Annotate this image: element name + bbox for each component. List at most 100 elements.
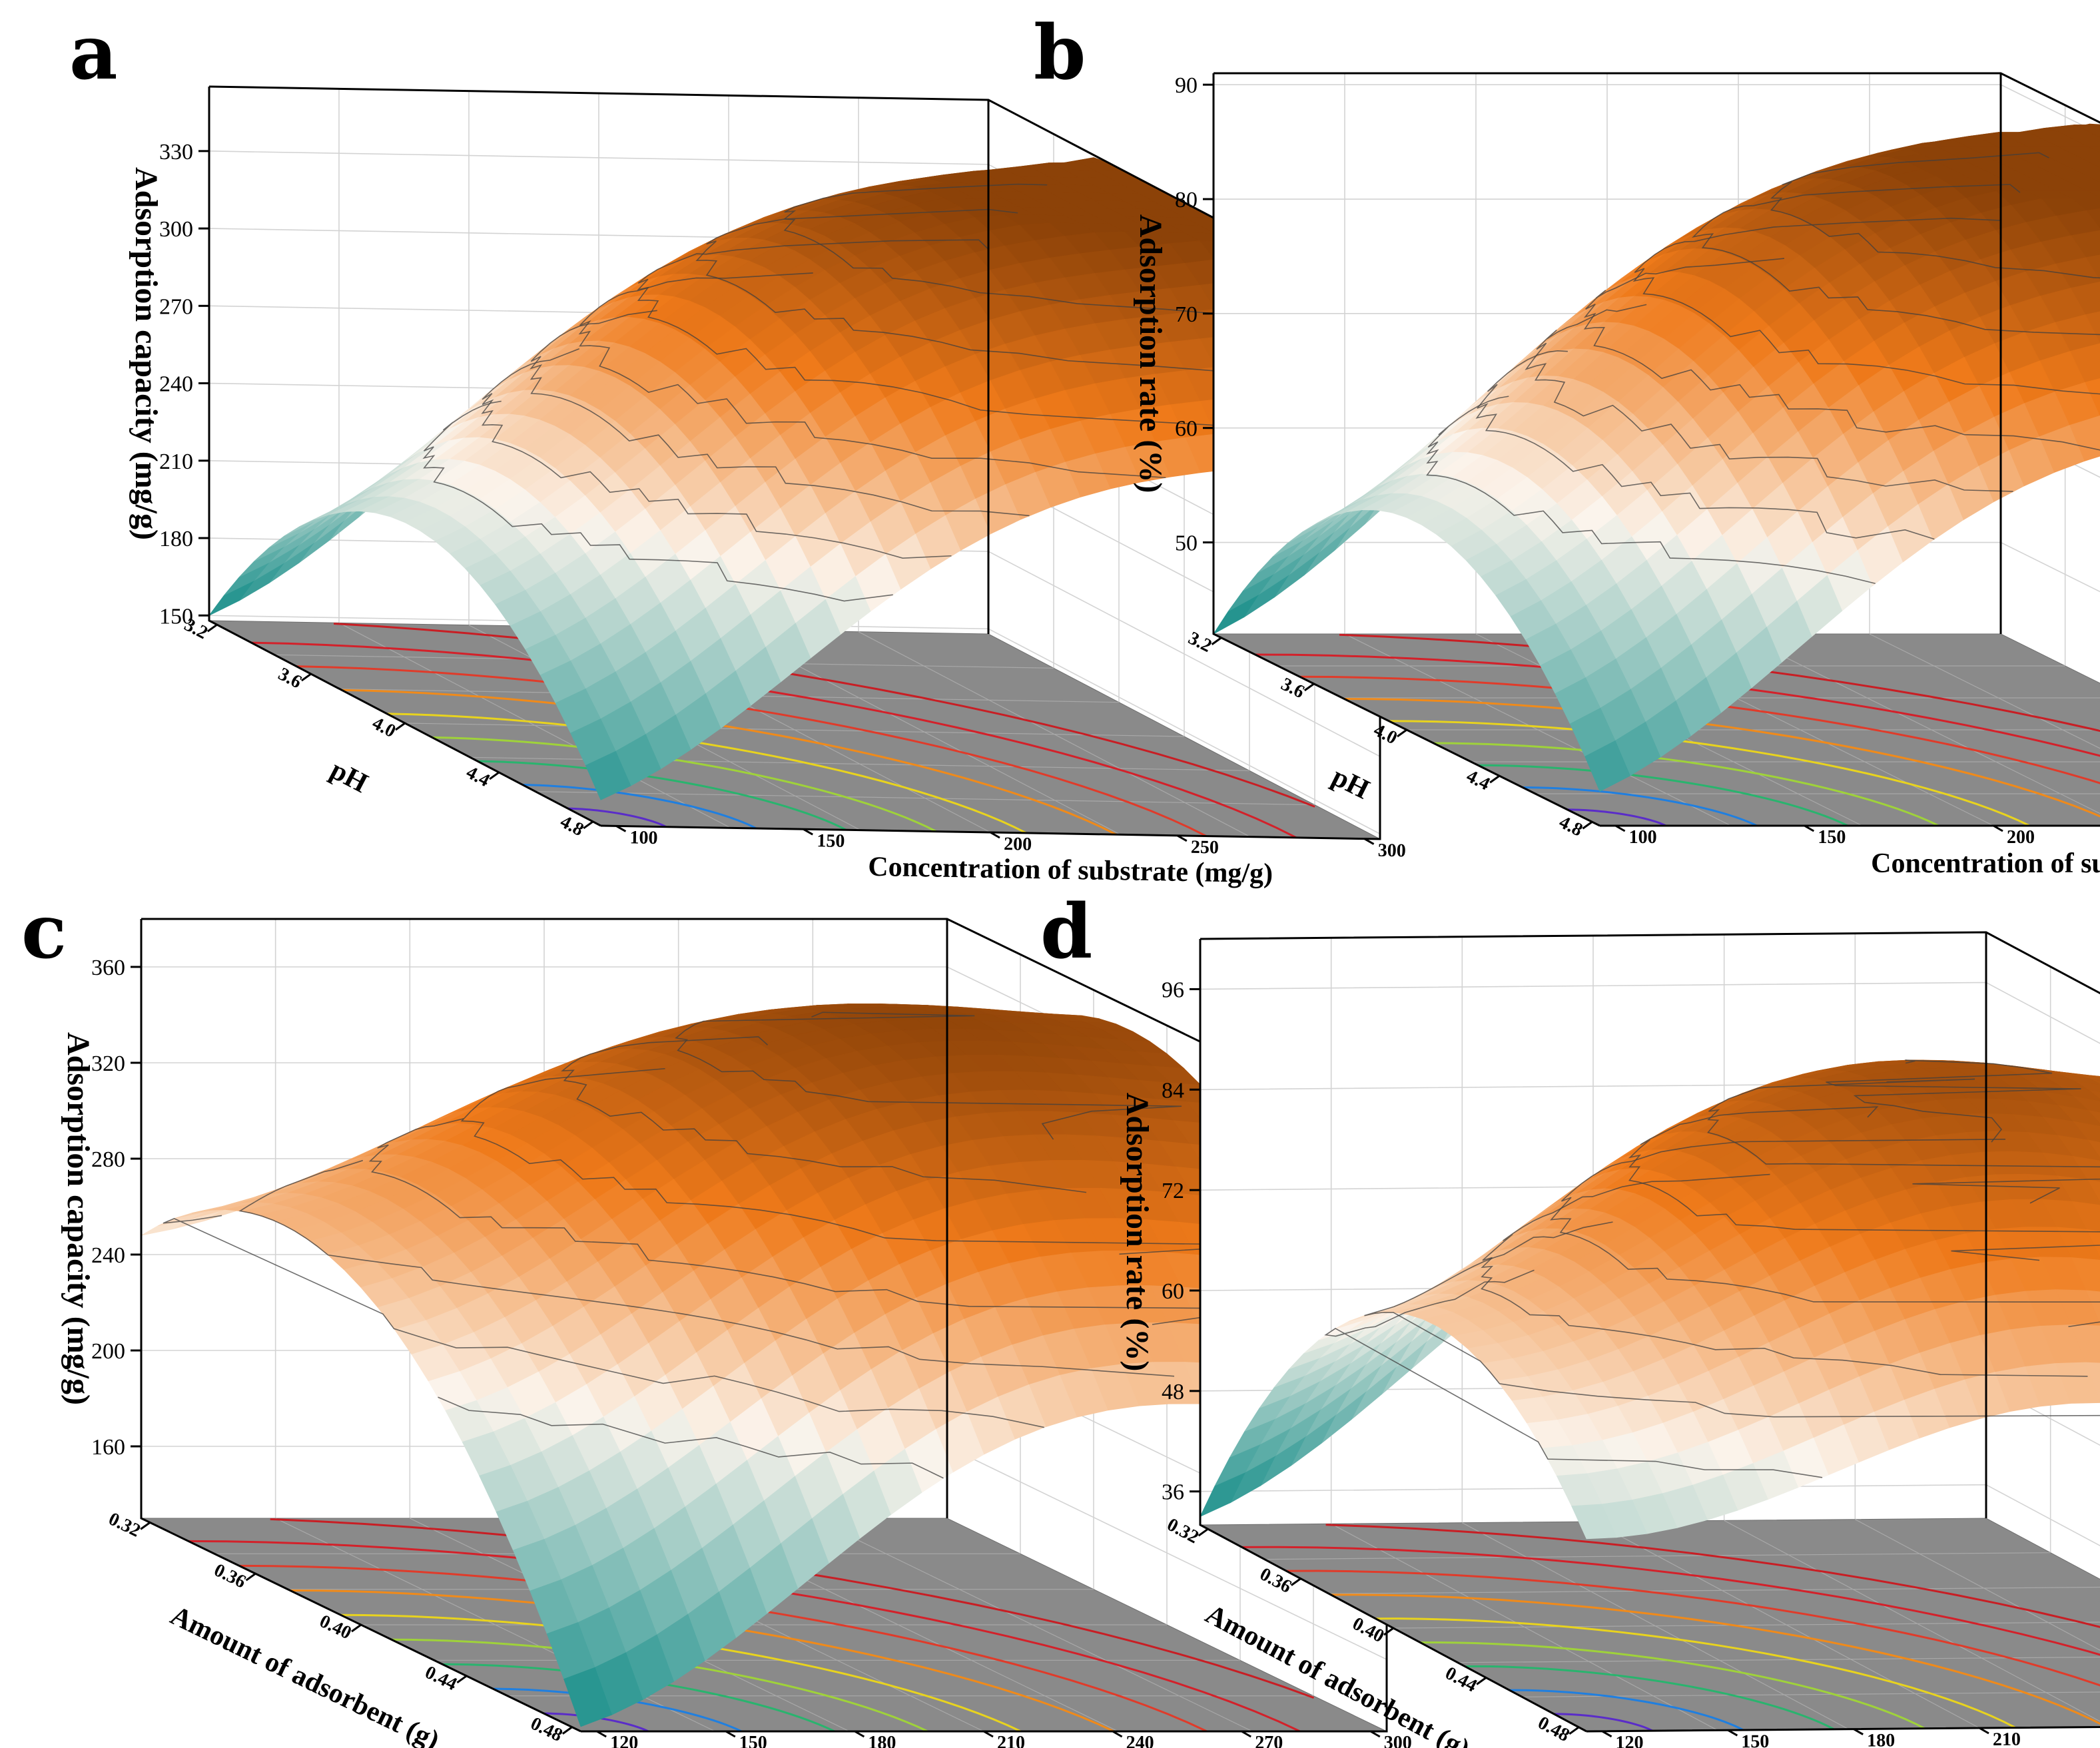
floor-contour-line <box>543 1712 649 1733</box>
z-tick-label: 330 <box>159 140 193 164</box>
z-ticks: 50 60 70 80 90 <box>1175 73 1214 556</box>
z-tick-label: 72 <box>1162 1179 1184 1203</box>
y-tick-label: 250 <box>1191 837 1220 858</box>
surface-isoline <box>422 400 893 602</box>
z-tick-label: 90 <box>1175 73 1198 98</box>
floor-contour-line <box>188 1540 1301 1733</box>
surface-isoline <box>438 1396 944 1479</box>
z-tick-label: 200 <box>91 1339 125 1364</box>
z-tick-label: 50 <box>1175 531 1198 556</box>
front-left-edge <box>208 87 601 827</box>
surface-isoline <box>1475 350 1935 540</box>
z-axis-label: Adsorption capacity (mg/g) <box>129 167 164 540</box>
surface-isoline <box>1525 304 2013 492</box>
y-tick-mark <box>1363 838 1375 845</box>
floor-grid <box>1457 1656 2100 1663</box>
floor-contour-line <box>340 1613 1022 1733</box>
floor-contour-line <box>1523 786 1758 827</box>
floor-contour-line <box>1389 720 2031 827</box>
y-tick-mark <box>990 831 1000 839</box>
x-tick-mark <box>1569 1726 1580 1735</box>
z-tick-label: 36 <box>1162 1480 1184 1505</box>
surface-isoline <box>460 1067 1270 1255</box>
z-tick-label: 180 <box>159 527 193 551</box>
z-tick-label: 210 <box>159 449 193 474</box>
surface-isoline <box>1324 1269 1823 1478</box>
y-tick-label: 210 <box>997 1733 1025 1748</box>
floor-contour-line <box>567 807 667 828</box>
y-tick-label: 120 <box>1615 1732 1643 1748</box>
surface-isolines <box>1324 1059 2100 1478</box>
y-tick-mark <box>1993 824 2003 832</box>
z-tick-label: 280 <box>91 1147 125 1172</box>
surface-isoline <box>1628 1106 2100 1261</box>
floor-contour-line <box>1331 1594 2100 1725</box>
x-ticks: 0.320.360.400.440.48 <box>1164 1514 1580 1746</box>
y-axis-label: Concentration of substrate (mg/g) <box>868 852 1273 889</box>
surface-isoline <box>1364 1221 2100 1418</box>
surface-cell <box>563 1667 613 1727</box>
panel-letter: b <box>1034 9 1086 97</box>
y-tick-mark <box>1177 834 1188 842</box>
floor-contour-line <box>1241 1546 2100 1656</box>
y-tick-mark <box>1614 824 1626 832</box>
x-axis-label: pH <box>326 754 373 799</box>
z-axis-label: Adsorption rate (%) <box>1120 1093 1155 1372</box>
z-ticks: 160 200 240 280 320 360 <box>91 956 141 1460</box>
y-tick-label: 200 <box>1004 834 1032 855</box>
floor-grid <box>1522 1691 2100 1697</box>
surface-isoline <box>1550 1139 2100 1328</box>
panel-letter: a <box>69 9 118 97</box>
y-tick-label: 150 <box>1818 827 1846 848</box>
surface-isolines <box>1426 152 2100 585</box>
y-tick-label: 150 <box>1741 1731 1769 1748</box>
floor-contour-line <box>1325 1524 2100 1628</box>
panel-d: d 36 48 60 72 84 96 Adsorption rate (%) 0.320.36… <box>1040 888 2100 1748</box>
front-right-edge <box>1600 824 2100 827</box>
surface-isoline <box>637 239 1381 451</box>
y-tick-mark <box>1853 1728 1864 1735</box>
y-tick-label: 240 <box>1126 1733 1154 1748</box>
y-tick-label: 270 <box>1255 1733 1283 1748</box>
floor-contour-line <box>1433 742 1939 827</box>
z-tick-label: 360 <box>91 956 125 980</box>
x-tick-label: 0.32 <box>105 1508 144 1541</box>
surface-isolines <box>422 183 1381 602</box>
y-tick-label: 300 <box>1384 1733 1412 1748</box>
floor-contour-line <box>1255 653 2100 757</box>
surface-isoline <box>163 1215 1044 1428</box>
floor-contours <box>1255 633 2100 827</box>
z-axis-label: Adsorption capacity (mg/g) <box>61 1032 96 1405</box>
floor-contour-line <box>1478 764 1848 827</box>
floor-contour-line <box>342 689 1117 836</box>
surface-isoline <box>1691 184 2100 336</box>
floor-contour-line <box>251 641 1297 839</box>
floor-grid <box>1869 633 2100 749</box>
z-tick-label: 48 <box>1162 1380 1184 1404</box>
x-tick-mark <box>1489 774 1501 784</box>
z-tick-label: 70 <box>1175 302 1198 327</box>
y-ticks: 100 150 200 250 300 <box>615 825 1406 861</box>
y-tick-mark <box>725 1730 736 1738</box>
surface-cell <box>585 750 631 800</box>
floor-contour-line <box>1299 675 2100 784</box>
panel-a: a 150 180 210 240 270 300 330 Adsorption capacit… <box>69 9 1406 889</box>
axes-frame <box>1212 72 2100 827</box>
z-axis-label: Adsorption rate (%) <box>1133 214 1168 493</box>
y-tick-label: 100 <box>1629 827 1657 848</box>
floor-contours <box>188 1518 1315 1733</box>
x-tick-mark <box>1383 1627 1394 1636</box>
z-ticks: 150 180 210 240 270 300 330 <box>159 140 209 629</box>
y-tick-mark <box>983 1730 994 1738</box>
y-tick-mark <box>1112 1730 1123 1738</box>
x-tick-mark <box>1198 1528 1209 1537</box>
z-tick-label: 160 <box>91 1435 125 1460</box>
x-tick-mark <box>561 1726 573 1735</box>
floor-contour-line <box>522 784 757 830</box>
floor-contour-line <box>1509 1689 1744 1731</box>
x-tick-mark <box>395 722 406 731</box>
y-tick-mark <box>596 1730 607 1738</box>
surface-isoline <box>1583 258 2100 451</box>
floor-contour-line <box>290 1589 1115 1733</box>
